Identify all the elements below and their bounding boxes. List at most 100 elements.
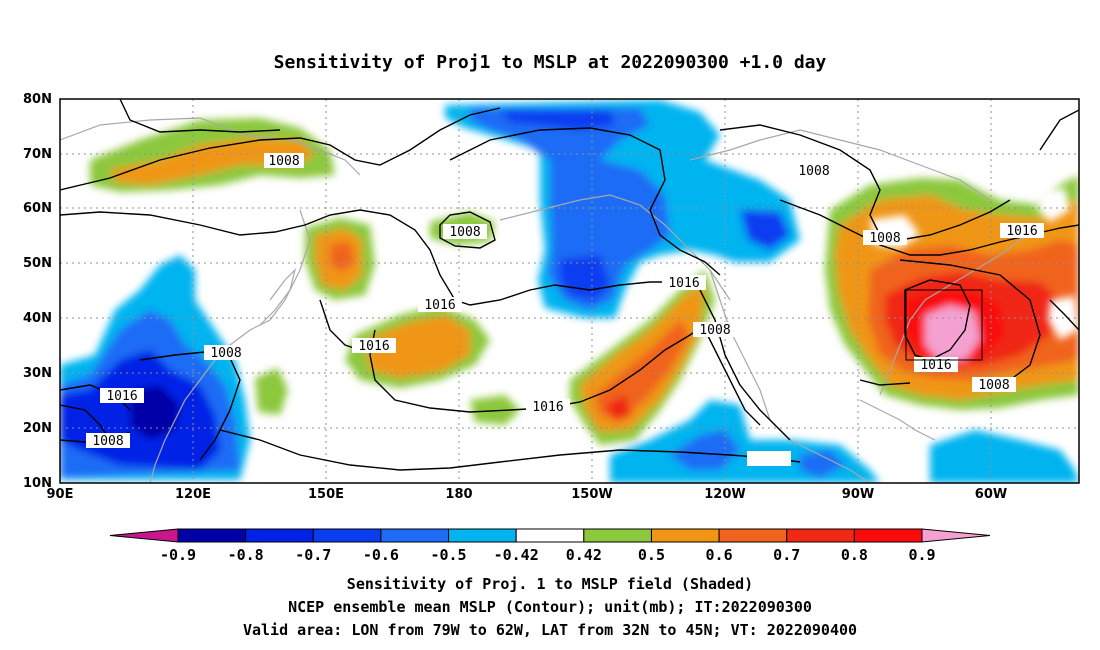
colorbar-tick-label: -0.8	[228, 546, 264, 564]
lon-tick-label: 180	[445, 487, 472, 502]
svg-text:1016: 1016	[424, 298, 455, 313]
lon-tick-label: 120E	[175, 487, 211, 502]
lat-tick-label: 50N	[23, 256, 52, 271]
colorbar-tick-label: -0.7	[295, 546, 331, 564]
shade-negative-arctic-core	[470, 108, 670, 310]
colorbar-tick-label: -0.6	[363, 546, 399, 564]
colorbar-tick-label: 0.7	[773, 546, 800, 564]
colorbar-bin	[177, 528, 247, 543]
map-title: Sensitivity of Proj1 to MSLP at 20220903…	[274, 52, 827, 73]
shade-positive-siberia-orange	[110, 138, 315, 185]
svg-text:1008: 1008	[268, 154, 299, 169]
svg-text:1016: 1016	[668, 276, 699, 291]
svg-text:1008: 1008	[978, 378, 1009, 393]
lat-tick-label: 30N	[23, 366, 52, 381]
colorbar-bin	[718, 528, 788, 543]
contour-label-1016-e: 1016	[100, 388, 144, 404]
svg-text:1016: 1016	[358, 339, 389, 354]
lon-tick-label: 90W	[842, 487, 874, 502]
colorbar-bin	[245, 528, 314, 543]
lat-tick-label: 20N	[23, 421, 52, 436]
colorbar-tick-label: 0.5	[638, 546, 665, 564]
caption-line-2: NCEP ensemble mean MSLP (Contour); unit(…	[288, 598, 812, 616]
contour-label-1008-c: 1008	[792, 163, 836, 179]
contour-label-1016-f: 1016	[1000, 223, 1044, 239]
colorbar-tick-label: 0.6	[706, 546, 733, 564]
colorbar-bin	[515, 528, 585, 543]
shade-positive-nepac-deep	[605, 395, 632, 422]
shade-positive-nepac-red	[595, 320, 690, 420]
lon-tick-label: 120W	[704, 487, 745, 502]
colorbar-tick-label: 0.8	[841, 546, 868, 564]
lat-tick-label: 10N	[23, 476, 52, 491]
colorbar-tick-label: -0.42	[494, 546, 539, 564]
contour-1016-atlantic-loop	[904, 279, 971, 361]
contour-labels: 1008 1008 1008 1008 1008 1008 1008 1016 …	[86, 153, 1044, 466]
lon-ticks: 90E 120E 150E 180 150W 120W 90W 60W	[47, 487, 1008, 502]
colorbar-bin	[583, 528, 652, 543]
svg-text:1008: 1008	[92, 434, 123, 449]
contour-1008-bering	[439, 211, 496, 249]
contour-label-1016-d: 1016	[526, 399, 570, 415]
svg-text:1008: 1008	[210, 346, 241, 361]
contour-1008-eastpac	[219, 429, 801, 471]
svg-text:1016: 1016	[532, 400, 563, 415]
svg-text:1008: 1008	[869, 231, 900, 246]
valid-area-box	[905, 289, 983, 361]
contour-1016-pacific-north	[60, 209, 701, 306]
sensitivity-shading	[60, 100, 1079, 483]
shade-positive-namerica-pink	[925, 305, 980, 362]
contour-label-1016-g: 1016	[914, 357, 958, 373]
lon-tick-label: 60W	[975, 487, 1007, 502]
map-panel: 1008 1008 1008 1008 1008 1008 1008 1016 …	[23, 92, 1080, 502]
colorbar-tick-label: -0.9	[160, 546, 196, 564]
colorbar-bin	[786, 528, 855, 543]
map-frame	[59, 98, 1080, 484]
colorbar-bin	[380, 528, 450, 543]
lat-tick-label: 80N	[23, 92, 52, 107]
svg-text:1016: 1016	[106, 389, 137, 404]
svg-text:1008: 1008	[449, 225, 480, 240]
contour-label-1008-d: 1008	[863, 230, 907, 246]
lon-tick-label: 150W	[571, 487, 612, 502]
coastline-canada-north	[689, 129, 991, 201]
shade-positive-small-pac	[470, 395, 520, 425]
colorbar-bin	[650, 528, 720, 543]
coastline-japan	[259, 268, 297, 326]
colorbar-tick-label: 0.42	[566, 546, 602, 564]
shade-negative-atlantic	[930, 430, 1079, 483]
shade-positive-centralpac-orange	[365, 315, 470, 378]
contour-label-1016-h: 1008	[972, 377, 1016, 393]
contour-label-1008-a: 1008	[264, 153, 304, 169]
lat-tick-label: 40N	[23, 311, 52, 326]
contour-1008-siberia	[60, 99, 501, 191]
contour-1008-arctic-loop	[449, 127, 721, 276]
contour-label-1016-b: 1016	[352, 338, 396, 354]
lon-tick-label: 90E	[47, 487, 74, 502]
contour-label-1008-e: 1008	[204, 345, 248, 361]
lat-lon-grid	[60, 99, 1079, 483]
colorbar-high-extension	[921, 528, 991, 543]
contour-1008-canada	[719, 124, 1011, 241]
svg-text:1008: 1008	[798, 164, 829, 179]
shade-negative-eastpac-core	[670, 430, 845, 478]
caption-line-3: Valid area: LON from 79W to 62W, LAT fro…	[243, 621, 857, 639]
contour-label-1008-h	[747, 451, 791, 466]
contour-1008-rockies	[699, 289, 791, 441]
shade-positive-westpac	[255, 368, 288, 415]
colorbar-tick-label: -0.5	[430, 546, 466, 564]
svg-text:1016: 1016	[1006, 224, 1037, 239]
colorbar-low-extension	[109, 528, 179, 543]
colorbar-tick-label: 0.9	[908, 546, 935, 564]
lat-tick-label: 70N	[23, 147, 52, 162]
lat-ticks: 10N 20N 30N 40N 50N 60N 70N 80N	[23, 92, 52, 491]
contour-label-1008-b: 1008	[443, 224, 487, 240]
colorbar-bin	[448, 528, 517, 543]
svg-text:1016: 1016	[920, 358, 951, 373]
contour-label-1008-g: 1008	[86, 433, 130, 449]
lat-tick-label: 60N	[23, 201, 52, 216]
shade-hole-1	[870, 188, 1079, 340]
contour-1016-atlantic-east	[1039, 109, 1079, 331]
contour-label-1016-c: 1016	[662, 275, 706, 291]
